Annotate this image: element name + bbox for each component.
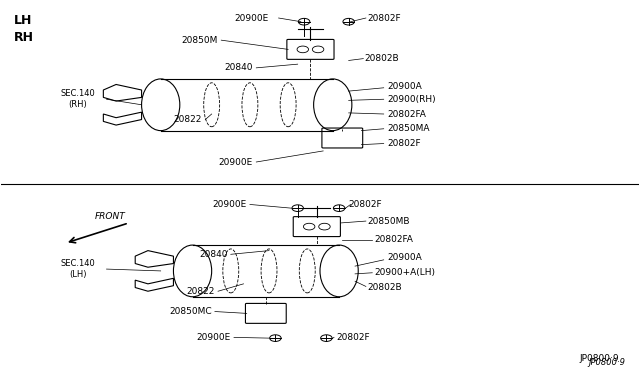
Text: LH: LH — [14, 14, 33, 27]
Text: 20900E: 20900E — [212, 200, 246, 209]
Text: FRONT: FRONT — [95, 212, 125, 221]
Text: 20802F: 20802F — [368, 13, 401, 22]
Text: 20802F: 20802F — [336, 333, 369, 342]
Text: JP0800·9: JP0800·9 — [580, 354, 620, 363]
Text: 20822: 20822 — [173, 115, 202, 124]
Text: 20802F: 20802F — [349, 200, 382, 209]
Text: JP0800·9: JP0800·9 — [589, 358, 626, 367]
Text: 20900A: 20900A — [387, 253, 422, 263]
Text: 20802FA: 20802FA — [374, 235, 413, 244]
Text: 20900E: 20900E — [235, 13, 269, 22]
Text: SEC.140
(RH): SEC.140 (RH) — [61, 89, 95, 109]
Text: 20850MB: 20850MB — [368, 217, 410, 225]
Text: 20850MA: 20850MA — [387, 124, 429, 133]
Text: 20822: 20822 — [186, 287, 215, 296]
Text: 20850M: 20850M — [182, 36, 218, 45]
Text: 20900(RH): 20900(RH) — [387, 95, 436, 104]
Text: 20850MC: 20850MC — [169, 307, 212, 316]
Text: 20900E: 20900E — [196, 333, 231, 342]
Text: 20802B: 20802B — [368, 283, 403, 292]
Text: 20802FA: 20802FA — [387, 109, 426, 119]
Text: 20900E: 20900E — [219, 157, 253, 167]
Text: SEC.140
(LH): SEC.140 (LH) — [61, 259, 95, 279]
Text: 20900+A(LH): 20900+A(LH) — [374, 268, 435, 277]
Text: 20840: 20840 — [199, 250, 228, 259]
Text: 20900A: 20900A — [387, 82, 422, 91]
Text: 20802F: 20802F — [387, 139, 420, 148]
Text: 20802B: 20802B — [365, 54, 399, 63]
Text: RH: RH — [14, 31, 34, 44]
Text: 20840: 20840 — [225, 63, 253, 72]
